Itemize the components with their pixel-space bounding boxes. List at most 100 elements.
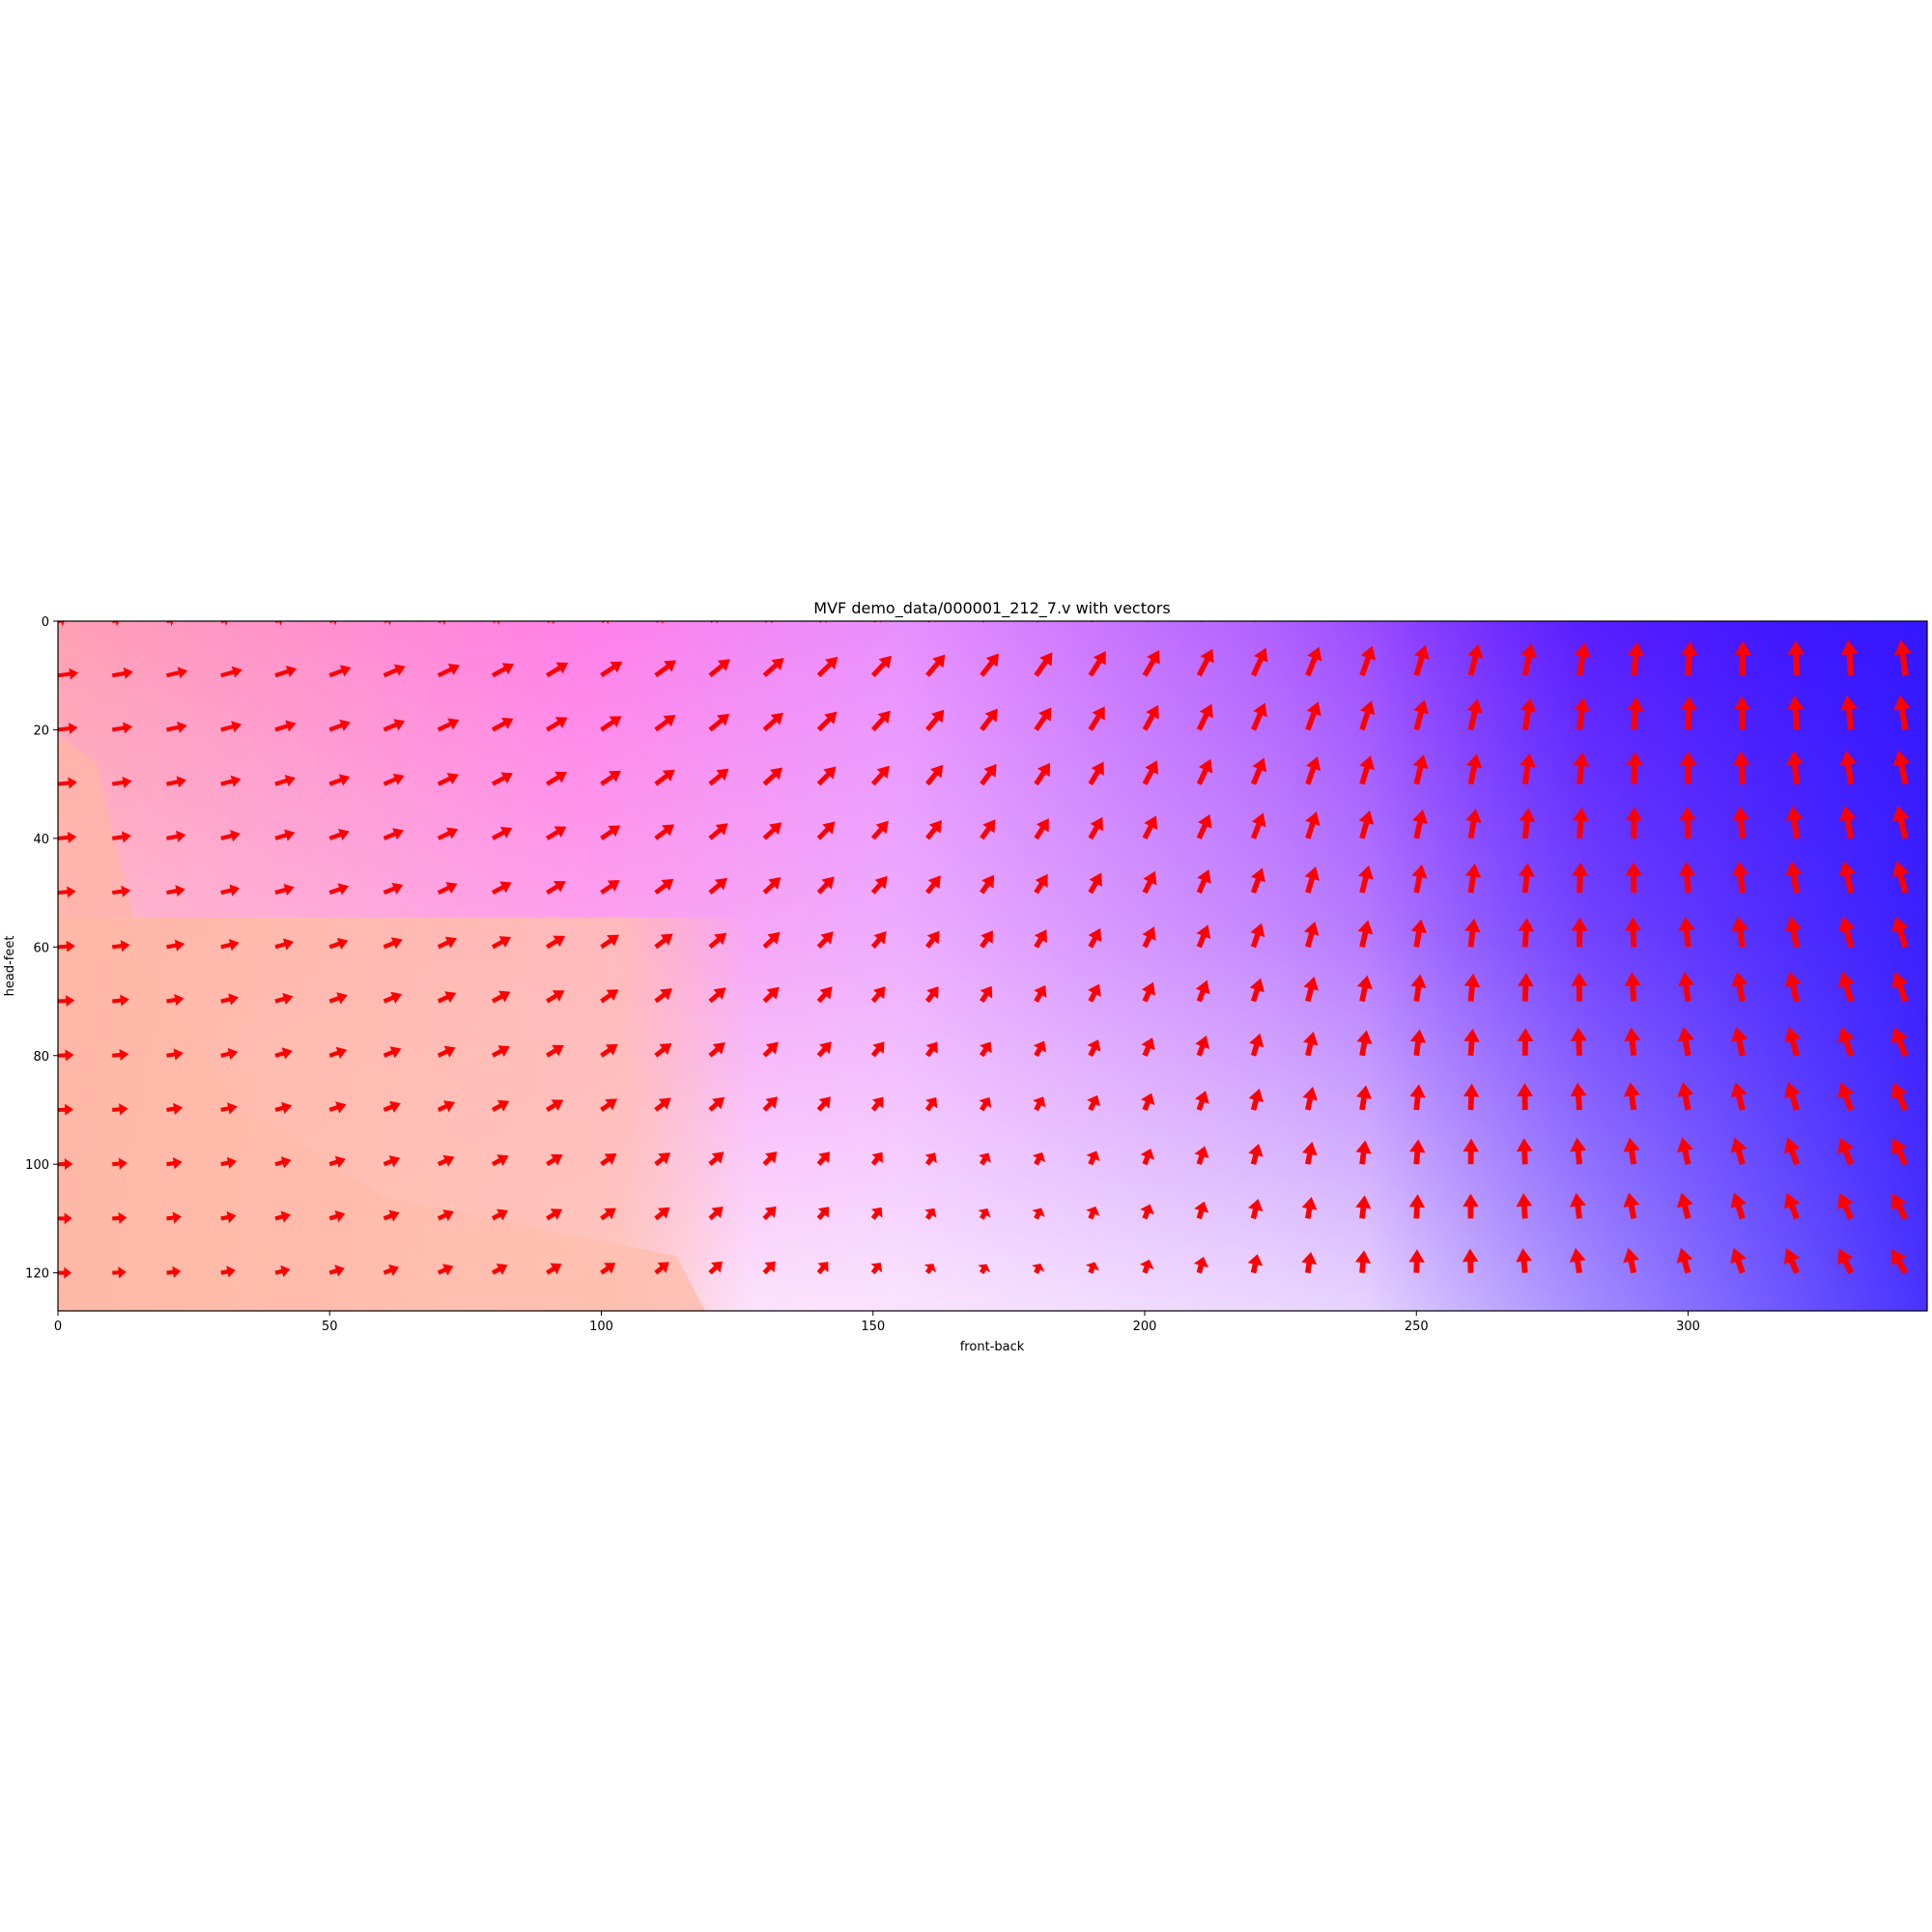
vector-arrow — [111, 885, 131, 897]
vector-arrow-shape — [1571, 917, 1588, 948]
vector-arrow-shape — [1410, 919, 1428, 948]
vector-arrow-shape — [1891, 916, 1909, 949]
vector-arrow — [437, 936, 457, 950]
vector-arrow — [1784, 916, 1803, 948]
vector-arrow-shape — [383, 1209, 400, 1222]
vector-arrow — [708, 1151, 724, 1167]
vector-arrow — [1891, 971, 1909, 1003]
vector-arrow — [708, 768, 729, 786]
vector-arrow-shape — [58, 1266, 71, 1279]
vector-arrow — [924, 1041, 938, 1058]
vector-arrow — [546, 1263, 562, 1275]
vector-arrow — [1142, 649, 1160, 677]
vector-arrow-shape — [491, 1264, 508, 1275]
vector-arrow-shape — [1890, 1193, 1909, 1220]
vector-arrow-shape — [383, 1100, 401, 1113]
vector-arrow-shape — [437, 1264, 454, 1276]
vector-arrow-shape — [1034, 818, 1049, 840]
vector-arrow — [220, 666, 242, 678]
vector-arrow — [111, 668, 133, 680]
vector-arrow — [1677, 971, 1695, 1002]
vector-arrow — [708, 877, 727, 895]
vector-arrow — [1248, 1143, 1264, 1165]
vector-arrow — [654, 1262, 669, 1275]
vector-arrow — [1893, 639, 1912, 676]
vector-arrow-shape — [1301, 1251, 1318, 1274]
vector-arrow — [923, 1264, 937, 1275]
vector-arrow-shape — [762, 767, 783, 786]
vector-arrow-shape — [980, 874, 995, 895]
vector-arrow — [1624, 1027, 1641, 1057]
vector-arrow-shape — [1410, 974, 1427, 1002]
vector-arrow — [979, 1152, 991, 1166]
vector-arrow-shape — [328, 665, 352, 678]
vector-arrow-shape — [1574, 697, 1590, 730]
vector-arrow — [383, 1209, 400, 1222]
vector-arrow — [870, 1207, 883, 1220]
vector-arrow — [1676, 1192, 1693, 1220]
vector-arrow — [58, 668, 79, 680]
vector-arrow — [1088, 761, 1104, 786]
vector-arrow-shape — [1517, 1083, 1533, 1111]
vector-arrow — [328, 828, 350, 840]
vector-arrow — [1463, 1193, 1479, 1219]
vector-arrow-shape — [1409, 1139, 1426, 1165]
vector-arrow — [1142, 704, 1159, 731]
vector-arrow-shape — [437, 773, 459, 786]
vector-arrow-shape — [383, 664, 406, 678]
vector-arrow-shape — [1890, 1027, 1909, 1057]
vector-arrow-shape — [1786, 751, 1804, 784]
vector-arrow — [924, 1152, 937, 1166]
vector-arrow — [924, 819, 943, 840]
vector-arrow — [1195, 980, 1210, 1003]
vector-arrow — [383, 828, 404, 840]
vector-arrow — [1784, 971, 1802, 1003]
vector-arrow-shape — [1681, 621, 1699, 622]
vector-arrow — [1196, 703, 1213, 731]
vector-arrow-shape — [1250, 923, 1265, 949]
vector-arrow — [1677, 1137, 1693, 1165]
vector-arrow — [1730, 1247, 1747, 1274]
vector-arrow-shape — [1517, 1028, 1534, 1056]
vector-arrow — [1411, 864, 1428, 894]
vector-arrow-shape — [220, 666, 242, 678]
vector-arrow-shape — [491, 1208, 508, 1221]
vector-arrow-shape — [1463, 1028, 1480, 1056]
vector-arrow — [980, 708, 998, 732]
vector-arrow-shape — [1679, 751, 1697, 784]
vector-arrow-shape — [546, 621, 555, 625]
vector-arrow — [1518, 918, 1535, 948]
vector-arrow — [708, 1207, 724, 1221]
vector-arrow — [112, 1266, 127, 1279]
vector-arrow-shape — [708, 1207, 724, 1221]
vector-arrow — [1783, 1247, 1800, 1274]
vector-arrow — [1088, 816, 1103, 840]
vector-arrow-shape — [762, 1206, 777, 1221]
vector-arrow-shape — [166, 830, 186, 842]
vector-arrow — [1841, 621, 1860, 622]
vector-arrow-shape — [708, 659, 730, 678]
vector-arrow-shape — [1680, 696, 1697, 730]
vector-arrow-shape — [274, 1156, 292, 1169]
vector-arrow — [1304, 921, 1320, 949]
vector-arrow-shape — [546, 1044, 564, 1058]
vector-arrow — [58, 1212, 72, 1225]
vector-arrow — [1517, 1028, 1534, 1056]
vector-arrow-shape — [1893, 695, 1911, 730]
vector-arrow — [980, 819, 996, 840]
vector-arrow — [1088, 983, 1101, 1003]
vector-arrow-shape — [1356, 1030, 1373, 1057]
x-axis-label: front-back — [960, 1340, 1025, 1354]
vector-arrow — [979, 1096, 992, 1112]
vector-arrow — [980, 653, 999, 677]
vector-arrow-shape — [1195, 980, 1210, 1003]
vector-arrow — [1141, 981, 1156, 1003]
vector-arrow — [1034, 873, 1048, 895]
vector-arrow — [166, 776, 186, 788]
vector-arrow — [1247, 1254, 1264, 1274]
vector-arrow-shape — [1142, 870, 1157, 895]
vector-arrow — [1733, 751, 1750, 784]
vector-arrow — [762, 931, 781, 950]
vector-arrow — [816, 711, 838, 732]
vector-arrow — [600, 1263, 616, 1275]
